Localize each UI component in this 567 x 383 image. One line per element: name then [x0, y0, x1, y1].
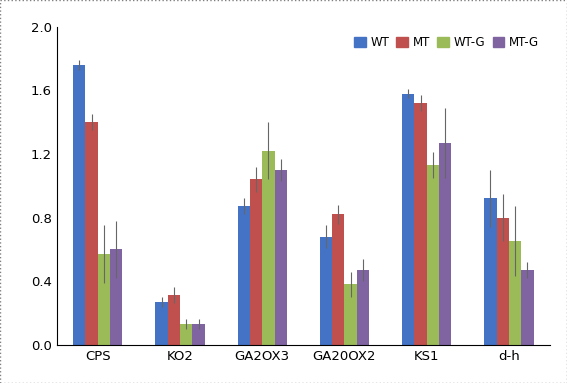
Bar [180, 324, 192, 345]
Bar [414, 103, 426, 345]
Bar [484, 198, 497, 345]
Bar [262, 151, 274, 345]
Bar [320, 237, 332, 345]
Bar [274, 170, 287, 345]
Bar [497, 218, 509, 345]
Bar [332, 214, 344, 345]
Bar [238, 206, 250, 345]
Bar [98, 254, 110, 345]
Bar [73, 65, 86, 345]
Bar [110, 249, 122, 345]
Bar [155, 302, 168, 345]
Bar [402, 93, 414, 345]
Bar [357, 270, 369, 345]
Bar [86, 122, 98, 345]
Bar [168, 295, 180, 345]
Bar [521, 270, 534, 345]
Bar [426, 165, 439, 345]
Bar [192, 324, 205, 345]
Bar [509, 241, 521, 345]
Bar [344, 284, 357, 345]
Bar [439, 143, 451, 345]
Legend: WT, MT, WT-G, MT-G: WT, MT, WT-G, MT-G [354, 36, 539, 49]
Bar [250, 179, 262, 345]
